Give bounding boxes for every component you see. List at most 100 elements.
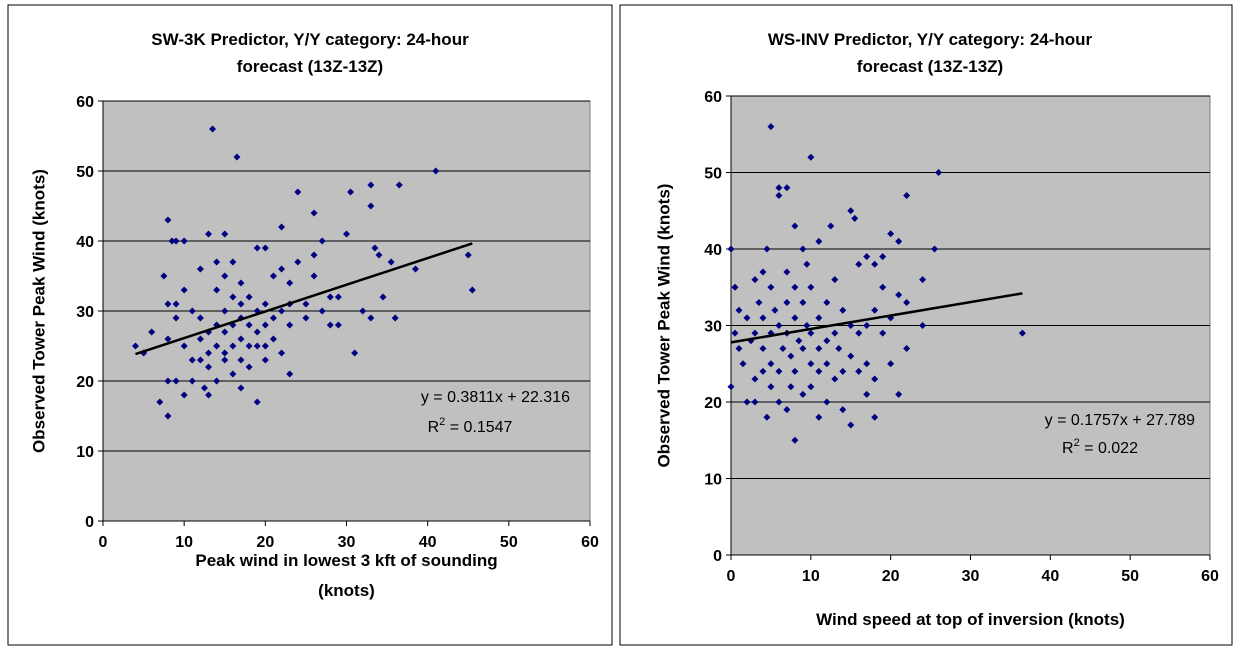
data-point — [432, 167, 440, 175]
data-point — [367, 202, 375, 210]
data-point — [815, 367, 823, 375]
data-point — [775, 367, 783, 375]
data-point — [763, 245, 771, 253]
data-point — [767, 383, 775, 391]
data-point — [172, 314, 180, 322]
data-point — [791, 367, 799, 375]
data-point — [731, 329, 739, 337]
data-point — [871, 260, 879, 268]
data-point — [839, 367, 847, 375]
data-point — [775, 184, 783, 192]
y-tick-label: 20 — [76, 374, 94, 391]
data-point — [783, 299, 791, 307]
data-point — [767, 360, 775, 368]
data-point — [375, 251, 383, 259]
y-tick-label: 50 — [76, 164, 94, 181]
data-point — [261, 342, 269, 350]
data-point — [464, 251, 472, 259]
data-point — [739, 360, 747, 368]
data-point — [196, 356, 204, 364]
data-point — [343, 230, 350, 238]
data-point — [823, 337, 831, 345]
data-point — [269, 272, 277, 280]
data-point — [755, 299, 763, 307]
r-squared-value: = 0.022 — [1080, 440, 1138, 457]
data-point — [229, 293, 237, 301]
data-point — [209, 125, 217, 133]
data-point — [847, 421, 855, 429]
data-point — [180, 237, 188, 245]
x-tick-label: 20 — [256, 534, 274, 551]
trendline — [135, 242, 473, 356]
data-point — [751, 375, 759, 383]
data-point — [367, 181, 375, 189]
x-tick-label: 0 — [99, 534, 108, 551]
data-point — [188, 377, 196, 385]
chart-title: forecast (13Z-13Z) — [857, 57, 1003, 76]
data-point — [791, 436, 799, 444]
data-point — [200, 384, 208, 392]
data-point — [775, 398, 783, 406]
data-point — [759, 314, 767, 322]
y-tick-label: 10 — [704, 472, 722, 489]
data-point — [787, 352, 795, 360]
data-point — [931, 245, 939, 253]
data-point — [164, 412, 172, 420]
data-point — [205, 230, 213, 238]
data-point — [261, 321, 269, 329]
data-point — [371, 244, 379, 252]
data-point — [787, 383, 795, 391]
data-point — [278, 265, 286, 273]
data-point — [261, 300, 269, 308]
data-point — [795, 337, 803, 345]
trendline — [730, 292, 1023, 344]
data-point — [767, 283, 775, 291]
data-point — [743, 314, 751, 322]
data-point — [229, 258, 237, 266]
data-point — [310, 209, 318, 217]
x-axis-label: Peak wind in lowest 3 kft of sounding — [195, 551, 497, 570]
data-point — [735, 306, 743, 314]
data-point — [735, 344, 743, 352]
data-point — [164, 335, 172, 343]
data-point — [863, 322, 871, 329]
x-tick-label: 20 — [882, 568, 900, 585]
data-point — [188, 356, 196, 364]
data-point — [779, 344, 787, 352]
data-point — [823, 360, 831, 368]
data-point — [351, 349, 359, 357]
trendline-equation: y = 0.1757x + 27.789 — [1045, 412, 1195, 429]
data-point — [895, 291, 903, 299]
data-point — [253, 244, 261, 252]
data-point — [855, 367, 863, 375]
r-squared-base: R — [428, 419, 440, 436]
data-point — [879, 329, 887, 337]
data-point — [196, 265, 204, 273]
data-point — [395, 181, 403, 189]
data-point — [237, 279, 245, 287]
data-point — [895, 237, 903, 245]
y-axis-label: Observed Tower Peak Wind (knots) — [29, 169, 48, 453]
data-point — [807, 383, 815, 391]
data-point — [763, 413, 771, 421]
data-point — [815, 237, 823, 245]
data-point — [791, 314, 799, 322]
data-point — [253, 398, 261, 406]
data-point — [871, 375, 879, 383]
data-point — [213, 258, 221, 266]
data-point — [213, 342, 221, 350]
data-point — [807, 283, 815, 291]
y-tick-label: 40 — [76, 234, 94, 251]
chart-panel: SW-3K Predictor, Y/Y category: 24-hour fo… — [7, 4, 613, 646]
data-point — [269, 335, 277, 343]
data-point — [799, 344, 807, 352]
data-point — [245, 321, 253, 329]
x-tick-label: 40 — [419, 534, 437, 551]
data-point — [237, 335, 245, 343]
r-squared-sup: 2 — [1074, 437, 1080, 449]
data-point — [310, 251, 318, 259]
data-point — [245, 293, 253, 301]
data-point — [188, 307, 196, 315]
data-point — [847, 207, 855, 215]
data-point — [221, 307, 229, 315]
